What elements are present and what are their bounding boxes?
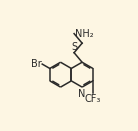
Text: N: N bbox=[78, 89, 86, 99]
Text: Br: Br bbox=[31, 59, 42, 69]
Text: NH₂: NH₂ bbox=[75, 29, 93, 39]
Text: S: S bbox=[71, 42, 77, 52]
Text: CF₃: CF₃ bbox=[85, 94, 101, 104]
